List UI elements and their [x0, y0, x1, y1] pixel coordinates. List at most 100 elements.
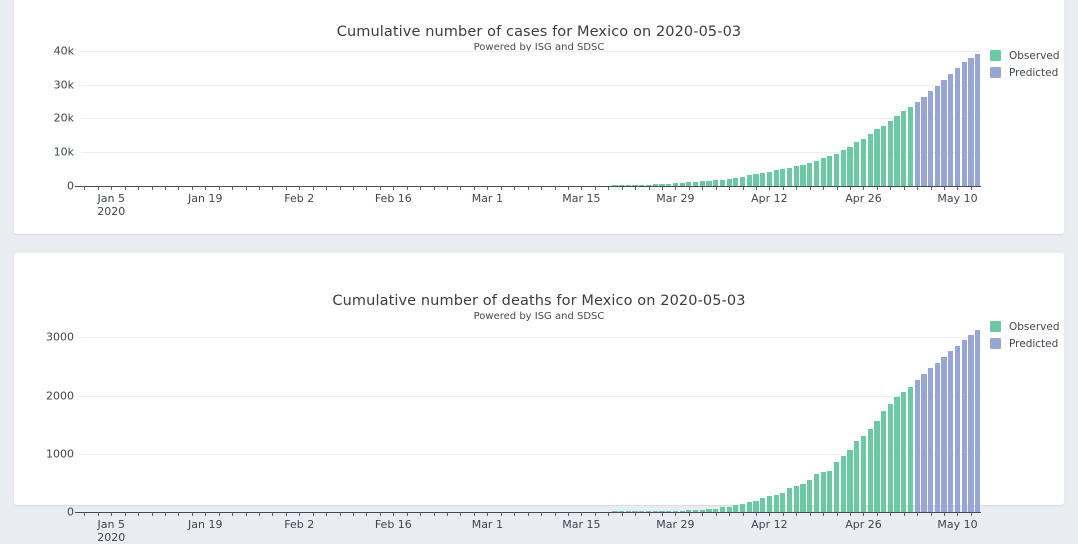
bar-observed[interactable] [901, 392, 907, 512]
bar-observed[interactable] [827, 156, 833, 186]
bar-predicted[interactable] [934, 363, 940, 512]
bar-predicted[interactable] [968, 335, 974, 512]
bar-observed[interactable] [894, 397, 900, 512]
bar-observed[interactable] [760, 173, 766, 186]
bar-observed[interactable] [632, 184, 638, 186]
bar-observed[interactable] [645, 511, 652, 512]
bar-observed[interactable] [686, 182, 692, 186]
bar-observed[interactable] [672, 511, 679, 512]
bar-observed[interactable] [827, 470, 833, 512]
legend-item-observed[interactable]: Observed [990, 320, 1060, 333]
legend-item-observed[interactable]: Observed [990, 49, 1060, 62]
bar-observed[interactable] [612, 185, 618, 186]
bar-observed[interactable] [746, 175, 752, 186]
bar-observed[interactable] [813, 474, 820, 512]
bar-observed[interactable] [907, 106, 914, 186]
bar-observed[interactable] [867, 428, 873, 512]
bar-observed[interactable] [786, 488, 793, 512]
bar-observed[interactable] [733, 177, 739, 186]
bar-predicted[interactable] [934, 85, 940, 186]
legend-item-predicted[interactable]: Predicted [990, 337, 1060, 350]
bar-observed[interactable] [625, 511, 631, 512]
bar-predicted[interactable] [975, 330, 981, 512]
bar-observed[interactable] [800, 483, 806, 512]
bar-observed[interactable] [739, 176, 746, 186]
bar-observed[interactable] [807, 162, 813, 186]
bar-observed[interactable] [874, 129, 880, 186]
bar-observed[interactable] [820, 472, 826, 512]
bar-predicted[interactable] [948, 74, 954, 186]
bar-observed[interactable] [753, 500, 759, 512]
bar-observed[interactable] [786, 167, 793, 186]
bar-observed[interactable] [847, 449, 853, 512]
chart-deaths-bars[interactable] [81, 320, 981, 512]
bar-observed[interactable] [713, 180, 719, 186]
bar-observed[interactable] [780, 169, 786, 186]
bar-observed[interactable] [880, 411, 887, 512]
bar-observed[interactable] [833, 462, 840, 512]
bar-observed[interactable] [666, 183, 672, 186]
bar-predicted[interactable] [954, 68, 961, 186]
bar-observed[interactable] [659, 184, 665, 186]
bar-observed[interactable] [840, 455, 846, 512]
bar-observed[interactable] [706, 509, 712, 512]
bar-observed[interactable] [820, 158, 826, 186]
bar-observed[interactable] [639, 184, 645, 186]
bar-predicted[interactable] [941, 357, 947, 512]
bar-observed[interactable] [793, 166, 799, 186]
bar-predicted[interactable] [928, 368, 934, 512]
chart-cases-bars[interactable] [81, 44, 981, 186]
bar-observed[interactable] [652, 184, 658, 186]
bar-observed[interactable] [645, 184, 652, 186]
bar-observed[interactable] [854, 440, 860, 512]
bar-predicted[interactable] [914, 101, 920, 186]
bar-observed[interactable] [679, 510, 685, 512]
bar-observed[interactable] [773, 170, 779, 186]
bar-observed[interactable] [887, 121, 893, 186]
bar-observed[interactable] [666, 511, 672, 512]
bar-observed[interactable] [659, 511, 665, 512]
bar-observed[interactable] [840, 150, 846, 186]
bar-predicted[interactable] [948, 351, 954, 512]
bar-observed[interactable] [746, 501, 752, 512]
bar-observed[interactable] [793, 485, 799, 512]
bar-observed[interactable] [619, 511, 625, 512]
bar-observed[interactable] [807, 480, 813, 512]
bar-observed[interactable] [719, 507, 726, 512]
bar-observed[interactable] [686, 510, 692, 512]
bar-observed[interactable] [847, 146, 853, 186]
bar-observed[interactable] [619, 185, 625, 186]
bar-observed[interactable] [713, 508, 719, 512]
bar-predicted[interactable] [914, 379, 920, 512]
bar-observed[interactable] [753, 174, 759, 186]
bar-observed[interactable] [880, 125, 887, 186]
bar-observed[interactable] [632, 511, 638, 512]
bar-observed[interactable] [699, 181, 705, 186]
bar-predicted[interactable] [961, 61, 967, 186]
bar-observed[interactable] [894, 115, 900, 186]
bar-observed[interactable] [612, 511, 618, 512]
bar-observed[interactable] [887, 403, 893, 512]
bar-predicted[interactable] [921, 96, 927, 186]
bar-observed[interactable] [652, 511, 658, 512]
bar-observed[interactable] [726, 506, 732, 512]
bar-observed[interactable] [780, 492, 786, 512]
bar-observed[interactable] [860, 139, 867, 186]
bar-observed[interactable] [800, 164, 806, 186]
bar-observed[interactable] [766, 496, 773, 512]
bar-observed[interactable] [692, 510, 699, 512]
bar-observed[interactable] [706, 180, 712, 186]
bar-observed[interactable] [907, 386, 914, 512]
bar-predicted[interactable] [975, 54, 981, 186]
bar-observed[interactable] [901, 111, 907, 186]
bar-observed[interactable] [773, 494, 779, 512]
bar-observed[interactable] [813, 160, 820, 186]
bar-predicted[interactable] [954, 345, 961, 512]
bar-predicted[interactable] [968, 57, 974, 186]
bar-observed[interactable] [874, 420, 880, 512]
bar-observed[interactable] [833, 153, 840, 186]
bar-observed[interactable] [739, 503, 746, 512]
bar-observed[interactable] [733, 504, 739, 512]
bar-observed[interactable] [625, 185, 631, 186]
bar-observed[interactable] [760, 498, 766, 512]
